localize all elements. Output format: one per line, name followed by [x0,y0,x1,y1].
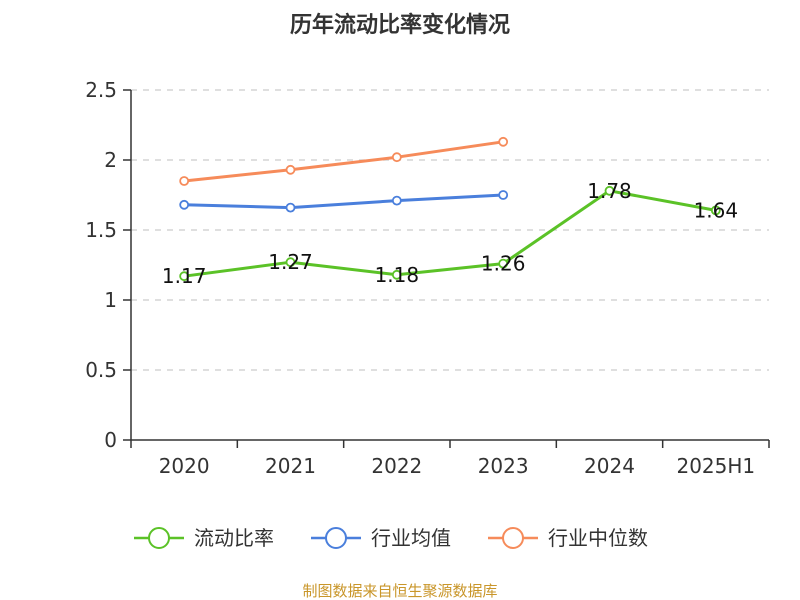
data-point [285,164,296,175]
x-tick-label: 2021 [265,454,316,478]
data-point [391,152,402,163]
x-tick-label: 2022 [371,454,422,478]
data-point [179,271,190,282]
series-line [182,189,718,278]
x-tick-label: 2023 [478,454,529,478]
legend-item: 行业中位数 [488,526,648,550]
series-2 [179,136,509,186]
data-point [498,190,509,200]
y-tick-label: 2 [104,148,117,172]
x-tick-label: 2024 [584,454,635,478]
data-point [285,202,296,213]
data-label: 1.18 [375,263,420,287]
y-tick-label: 0.5 [85,358,117,382]
y-tick-label: 0 [104,428,117,452]
legend-label: 流动比率 [194,526,274,550]
legend: 流动比率 行业均值 行业中位数 [134,526,648,550]
legend-marker-icon [325,527,347,549]
data-label: 1.26 [481,252,526,276]
series-1 [179,190,509,213]
data-point [391,269,402,280]
data-point [179,199,190,210]
legend-marker-icon [502,527,524,549]
legend-label: 行业均值 [371,526,451,550]
series-line [182,193,505,210]
y-tick-label: 1 [104,288,117,312]
data-point [179,176,190,186]
labels-layer: 1.17 1.27 1.18 1.26 1.78 1.64 [162,179,738,288]
data-label: 1.64 [694,198,739,222]
source-note: 制图数据来自恒生聚源数据库 [302,582,497,600]
axes: 0 0.5 1 1.5 2 2.5 2020 2021 2022 2023 2024 2025H1 [85,78,770,478]
grid [131,89,769,371]
x-tick-label: 2020 [159,454,210,478]
data-label: 1.78 [587,179,632,203]
data-point [391,195,402,206]
data-point [498,258,509,269]
x-tick-label: 2025H1 [676,454,755,478]
legend-marker-icon [148,527,170,549]
data-point [285,257,296,268]
legend-label: 行业中位数 [548,526,648,550]
legend-item: 流动比率 [134,526,274,550]
y-tick-label: 2.5 [85,78,117,102]
data-label: 1.27 [268,250,313,274]
series-0 [179,185,721,282]
data-point [604,185,615,196]
legend-item: 行业均值 [311,526,451,550]
data-label: 1.17 [162,264,207,288]
series-layer [179,136,721,282]
data-point [710,205,721,216]
y-tick-label: 1.5 [85,218,117,242]
chart-title: 历年流动比率变化情况 [290,12,510,38]
data-point [498,136,509,147]
series-line [182,140,505,183]
